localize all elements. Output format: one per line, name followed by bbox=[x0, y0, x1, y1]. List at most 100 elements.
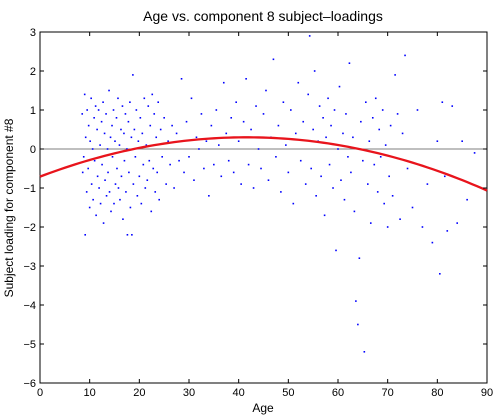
data-point bbox=[357, 323, 359, 326]
data-point bbox=[138, 175, 141, 178]
data-point bbox=[135, 109, 138, 111]
data-point bbox=[257, 148, 260, 150]
data-point bbox=[123, 132, 125, 135]
data-point bbox=[185, 120, 188, 123]
data-point bbox=[255, 105, 257, 107]
data-point bbox=[337, 148, 339, 150]
data-point bbox=[149, 124, 152, 127]
data-point bbox=[388, 175, 390, 178]
data-point bbox=[252, 187, 255, 189]
data-point bbox=[163, 117, 165, 119]
data-point bbox=[155, 136, 158, 139]
data-point bbox=[355, 300, 357, 302]
y-tick-label: 2 bbox=[30, 66, 36, 78]
data-point bbox=[368, 140, 371, 142]
data-point bbox=[376, 191, 379, 193]
y-tick-label: 1 bbox=[30, 105, 36, 117]
data-point bbox=[156, 171, 159, 174]
data-point bbox=[245, 78, 247, 80]
data-point bbox=[374, 97, 377, 100]
data-point bbox=[292, 202, 295, 205]
x-tick-label: 60 bbox=[332, 387, 344, 399]
data-point bbox=[404, 54, 406, 57]
data-point bbox=[150, 210, 153, 213]
data-point bbox=[362, 159, 364, 162]
data-point bbox=[141, 132, 144, 135]
data-point bbox=[265, 89, 267, 92]
data-point bbox=[250, 128, 252, 131]
data-point bbox=[91, 148, 94, 150]
data-point bbox=[436, 140, 439, 142]
data-point bbox=[159, 128, 162, 131]
data-point bbox=[378, 128, 381, 131]
data-point bbox=[365, 101, 367, 103]
data-point bbox=[416, 109, 419, 111]
data-point bbox=[315, 195, 317, 197]
data-point bbox=[396, 113, 399, 115]
data-point bbox=[97, 109, 100, 111]
data-point bbox=[210, 124, 213, 127]
x-tick-label: 50 bbox=[282, 387, 294, 399]
x-tick-label: 0 bbox=[37, 387, 43, 399]
data-point bbox=[88, 206, 91, 209]
data-point bbox=[439, 273, 441, 275]
x-tick-label: 80 bbox=[431, 387, 443, 399]
data-point bbox=[169, 163, 171, 166]
data-point bbox=[441, 101, 444, 103]
data-point bbox=[240, 183, 242, 185]
data-point bbox=[320, 175, 322, 178]
data-point bbox=[118, 144, 121, 146]
data-point bbox=[310, 167, 312, 170]
data-point bbox=[87, 124, 90, 127]
data-point bbox=[126, 148, 128, 150]
data-point bbox=[367, 183, 369, 185]
data-point bbox=[140, 202, 143, 205]
data-point bbox=[129, 206, 132, 209]
data-point bbox=[343, 198, 346, 201]
data-point bbox=[386, 226, 389, 228]
y-tick-label: 3 bbox=[30, 27, 36, 39]
data-point bbox=[89, 140, 91, 142]
data-point bbox=[94, 105, 97, 107]
data-point bbox=[105, 195, 108, 197]
data-point bbox=[99, 202, 102, 205]
x-tick-label: 20 bbox=[133, 387, 145, 399]
data-point bbox=[180, 78, 183, 80]
y-tick-label: −2 bbox=[23, 222, 36, 234]
data-point bbox=[93, 159, 96, 162]
data-point bbox=[275, 156, 277, 158]
x-axis-label: Age bbox=[252, 401, 274, 415]
data-point bbox=[225, 132, 228, 135]
plot-frame bbox=[39, 31, 488, 384]
data-point bbox=[200, 113, 203, 115]
data-point bbox=[85, 191, 88, 193]
data-point bbox=[120, 175, 123, 178]
x-tick-label: 30 bbox=[183, 387, 195, 399]
data-point bbox=[145, 144, 148, 146]
data-point bbox=[290, 109, 292, 111]
data-point bbox=[114, 183, 117, 185]
data-point bbox=[183, 171, 185, 174]
data-point bbox=[147, 105, 150, 107]
data-point bbox=[109, 136, 112, 139]
data-point bbox=[307, 93, 309, 96]
x-tick-label: 40 bbox=[233, 387, 245, 399]
data-point bbox=[360, 120, 362, 123]
data-point bbox=[134, 156, 137, 158]
data-point bbox=[108, 191, 111, 193]
data-point bbox=[247, 163, 250, 166]
data-point bbox=[205, 140, 208, 142]
data-point bbox=[473, 152, 476, 154]
data-point bbox=[112, 109, 115, 111]
data-point bbox=[451, 105, 454, 107]
data-point bbox=[312, 128, 314, 131]
data-point bbox=[389, 124, 392, 127]
data-point bbox=[117, 187, 120, 189]
data-point bbox=[302, 120, 305, 123]
data-point bbox=[363, 351, 366, 353]
data-point bbox=[304, 183, 307, 185]
data-point bbox=[105, 113, 107, 115]
data-point bbox=[232, 171, 235, 174]
data-point bbox=[318, 105, 321, 107]
data-point bbox=[350, 171, 352, 174]
